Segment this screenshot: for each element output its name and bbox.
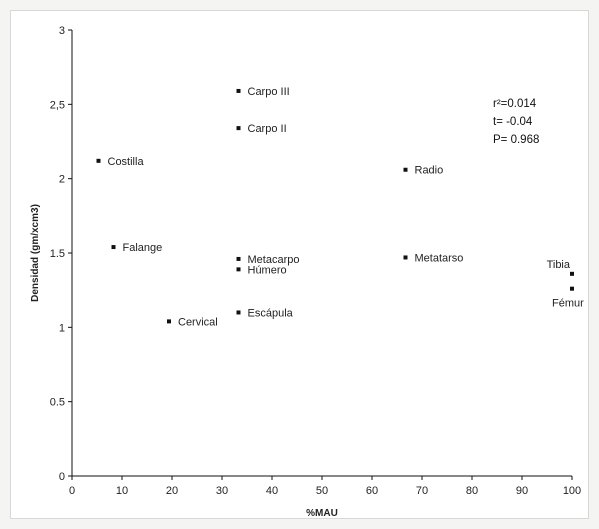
regression-stats: r²=0.014 t= -0.04 P= 0.968 [493, 98, 539, 146]
x-tick-label: 50 [316, 485, 328, 497]
point-label: Fémur [552, 298, 584, 310]
x-tick-label: 30 [216, 485, 228, 497]
x-tick-label: 20 [166, 485, 178, 497]
data-point [96, 158, 101, 163]
x-tick-label: 10 [116, 485, 128, 497]
stats-t: t= -0.04 [493, 116, 533, 128]
point-label: Metacarpo [248, 254, 300, 266]
data-point [236, 126, 241, 131]
point-label: Escápula [248, 307, 294, 319]
data-points [96, 88, 574, 324]
data-point [167, 319, 171, 324]
data-point [570, 286, 574, 291]
data-point [570, 271, 574, 276]
point-label: Radio [415, 165, 444, 177]
point-label: Cervical [178, 316, 218, 328]
data-point [236, 88, 241, 93]
x-axis-title: %MAU [306, 508, 338, 519]
y-tick-label: 2 [59, 174, 65, 186]
y-tick-label: 1.5 [50, 248, 65, 260]
point-label: Carpo III [248, 86, 290, 98]
y-axis: 0 0.5 1 1.5 2 2,5 3 [50, 25, 73, 483]
y-tick-label: 1 [59, 322, 65, 334]
x-tick-label: 40 [266, 485, 278, 497]
data-point [236, 310, 241, 315]
data-point [403, 255, 408, 260]
data-point [403, 167, 408, 172]
stats-r2: r²=0.014 [493, 98, 537, 110]
y-axis-title: Densidad (gm/xcm3) [30, 204, 41, 302]
point-labels: Carpo III Carpo II Costilla Radio Falange Met… [108, 86, 585, 328]
x-tick-label: 60 [366, 485, 378, 497]
y-tick-label: 0.5 [50, 397, 65, 409]
point-label: Costilla [108, 156, 145, 168]
point-label: Falange [123, 242, 163, 254]
y-tick-label: 0 [59, 471, 65, 483]
x-axis: 0 10 20 30 40 50 60 70 80 90 100 [69, 475, 581, 497]
point-label: Metatarso [415, 252, 464, 264]
data-point [111, 245, 116, 250]
data-point [236, 267, 241, 272]
y-tick-label: 3 [59, 25, 65, 37]
x-tick-label: 90 [516, 485, 528, 497]
data-point [236, 256, 241, 261]
x-tick-label: 80 [466, 485, 478, 497]
point-label: Tibia [547, 259, 571, 271]
chart-frame [10, 10, 589, 519]
stats-p: P= 0.968 [493, 134, 539, 146]
x-tick-label: 0 [69, 485, 75, 497]
y-tick-label: 2,5 [50, 99, 65, 111]
x-tick-label: 70 [416, 485, 428, 497]
point-label: Húmero [248, 264, 287, 276]
point-label: Carpo II [248, 123, 287, 135]
x-tick-label: 100 [563, 485, 581, 497]
